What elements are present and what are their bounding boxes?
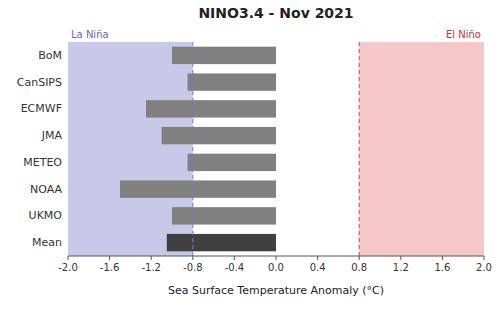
annotation: El Niño: [446, 29, 481, 40]
bar: [167, 234, 276, 251]
category-label: JMA: [41, 129, 63, 142]
x-tick: [68, 256, 69, 260]
bar: [146, 100, 276, 117]
x-axis-title: Sea Surface Temperature Anomaly (°C): [168, 284, 384, 297]
x-tick: [151, 256, 152, 260]
bar: [172, 47, 276, 64]
x-tick-label: 1.2: [393, 262, 409, 273]
x-tick: [109, 256, 110, 260]
bar: [188, 154, 276, 171]
chart-title: NINO3.4 - Nov 2021: [198, 5, 353, 21]
bar: [172, 207, 276, 224]
x-tick-label: 0.4: [310, 262, 326, 273]
threshold-region: [359, 42, 484, 256]
x-tick: [484, 256, 485, 260]
threshold-line: [192, 42, 193, 256]
x-tick-label: 1.6: [434, 262, 450, 273]
x-tick-label: -0.8: [183, 262, 203, 273]
x-tick: [192, 256, 193, 260]
x-tick: [400, 256, 401, 260]
category-label: METEO: [23, 156, 62, 169]
bar: [120, 180, 276, 197]
x-tick-label: 0.8: [351, 262, 367, 273]
x-tick-label: -0.4: [225, 262, 245, 273]
x-tick-label: -1.2: [141, 262, 161, 273]
plot-area: [68, 42, 484, 256]
category-label: CanSIPS: [17, 76, 62, 89]
bar: [162, 127, 276, 144]
category-label: NOAA: [30, 183, 63, 196]
x-tick-label: -1.6: [100, 262, 120, 273]
x-tick: [317, 256, 318, 260]
x-tick-label: 0.0: [268, 262, 284, 273]
x-tick: [276, 256, 277, 260]
category-label: BoM: [38, 49, 62, 62]
x-tick: [442, 256, 443, 260]
category-label: ECMWF: [21, 102, 62, 115]
x-tick: [359, 256, 360, 260]
threshold-line: [359, 42, 360, 256]
x-tick: [234, 256, 235, 260]
chart-svg: La Niña El Niño BoM CanSIPS ECMWF JMA METEO NOA…: [0, 0, 500, 312]
bar: [188, 73, 276, 90]
chart-container: La Niña El Niño BoM CanSIPS ECMWF JMA METEO NOA…: [0, 0, 500, 312]
category-label: Mean: [32, 236, 62, 249]
x-tick-label: 2.0: [476, 262, 492, 273]
annotation: La Niña: [71, 29, 109, 40]
x-tick-label: -2.0: [58, 262, 78, 273]
category-label: UKMO: [29, 209, 63, 222]
